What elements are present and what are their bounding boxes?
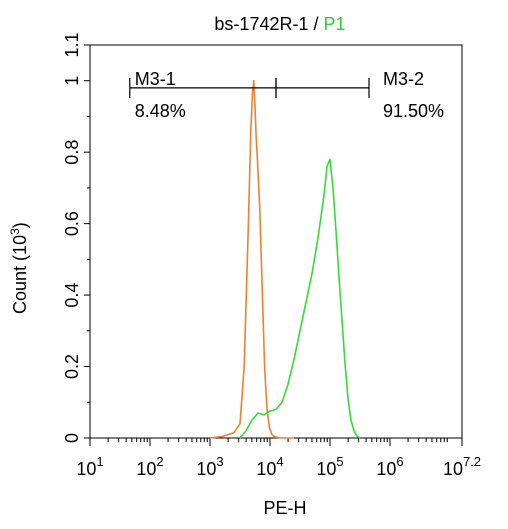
y-tick-label: 0.2	[62, 354, 82, 379]
x-tick-exp: 5	[336, 454, 343, 469]
y-tick-label: 0.4	[62, 283, 82, 308]
x-tick-label: 101	[76, 454, 103, 479]
x-axis-label: PE-H	[263, 498, 307, 518]
x-tick-label: 106	[376, 454, 403, 479]
y-tick-label: 1	[62, 76, 82, 86]
x-tick-label: 107.2	[443, 454, 481, 479]
x-tick-base: 10	[443, 459, 463, 479]
y-tick-label: 0.8	[62, 140, 82, 165]
y-axis-label-text: Count	[10, 265, 30, 314]
x-tick-base: 10	[76, 459, 96, 479]
histogram-series	[209, 79, 361, 439]
histogram-line-2	[239, 158, 361, 439]
chart-title-gate: P1	[323, 14, 346, 34]
y-axis-unit-base: (10	[10, 234, 30, 261]
x-tick-exp: 2	[156, 454, 163, 469]
y-axis-unit-exp: 3	[8, 228, 22, 235]
x-tick-label: 104	[256, 454, 283, 479]
marker-name-2: M3-2	[383, 69, 424, 89]
histogram-line-1	[209, 79, 294, 439]
x-tick-label: 105	[316, 454, 343, 479]
marker-percent-2: 91.50%	[383, 101, 444, 121]
y-tick-label: 1.1	[62, 32, 82, 57]
marker-percent-1: 8.48%	[135, 101, 186, 121]
y-axis-label: Count (103)	[8, 222, 31, 314]
chart-title-sample: bs-1742R-1	[214, 14, 309, 34]
x-tick-label: 103	[196, 454, 223, 479]
y-tick-label: 0	[62, 433, 82, 443]
y-axis-unit-close: )	[10, 222, 30, 229]
x-tick-exp: 3	[216, 454, 223, 469]
x-tick-exp: 7.2	[463, 454, 481, 469]
plot-frame	[89, 44, 463, 439]
x-tick-base: 10	[196, 459, 216, 479]
x-tick-exp: 6	[396, 454, 403, 469]
x-tick-exp: 1	[96, 454, 103, 469]
y-tick-label: 0.6	[62, 211, 82, 236]
x-tick-base: 10	[316, 459, 336, 479]
x-tick-base: 10	[136, 459, 156, 479]
x-tick-base: 10	[376, 459, 396, 479]
x-tick-exp: 4	[276, 454, 283, 469]
marker-name-1: M3-1	[135, 69, 176, 89]
chart-title-separator: /	[313, 14, 319, 34]
gate-markers: M3-1 8.48% M3-2 91.50%	[129, 69, 444, 121]
axis-ticks: 101 102 103 104 105 106 107.200.20.40.60.811.1	[62, 32, 481, 479]
x-tick-label: 102	[136, 454, 163, 479]
x-tick-base: 10	[256, 459, 276, 479]
chart-title: bs-1742R-1 / P1	[0, 14, 508, 35]
plot-axes	[89, 44, 463, 439]
